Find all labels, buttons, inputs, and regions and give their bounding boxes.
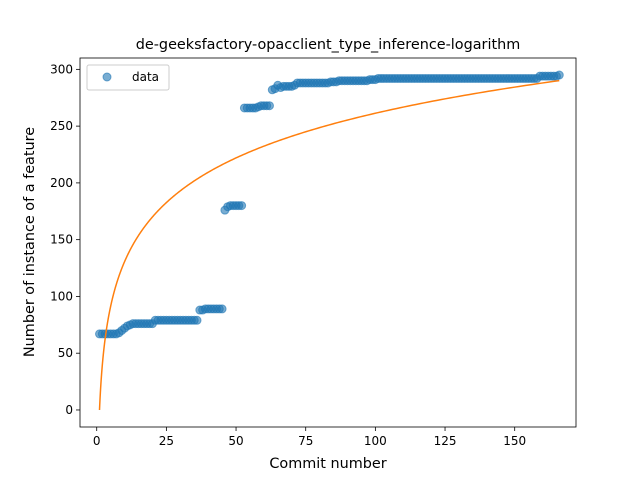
data-point: [264, 101, 274, 111]
fit-line: [98, 79, 560, 410]
plot-area: [95, 70, 564, 410]
y-tick-label: 50: [58, 346, 73, 360]
y-tick-label: 0: [65, 403, 73, 417]
x-tick-label: 125: [434, 434, 457, 448]
y-axis-label: Number of instance of a feature: [22, 127, 38, 357]
chart-title: de-geeksfactory-opacclient_type_inferenc…: [136, 37, 521, 53]
x-tick-label: 50: [228, 434, 243, 448]
x-tick-label: 100: [364, 434, 387, 448]
x-tick-label: 150: [503, 434, 526, 448]
x-tick-label: 75: [298, 434, 313, 448]
x-tick-label: 0: [93, 434, 101, 448]
y-tick-label: 100: [50, 289, 73, 303]
axes: 0 25 50 75 100 125 150 0 50 100 150 200 250 300: [50, 57, 577, 448]
legend-marker: [102, 72, 112, 82]
legend: data: [86, 64, 170, 91]
x-axis-label: Commit number: [269, 456, 386, 472]
x-tick-label: 25: [159, 434, 174, 448]
axes-frame: [79, 57, 577, 428]
data-point: [217, 304, 227, 314]
y-tick-label: 300: [50, 62, 73, 76]
y-tick-label: 200: [50, 176, 73, 190]
data-point: [237, 201, 247, 211]
y-tick-label: 150: [50, 233, 73, 247]
data-point: [554, 70, 564, 80]
data-point: [192, 315, 202, 325]
legend-label: data: [132, 70, 159, 84]
y-tick-label: 250: [50, 119, 73, 133]
legend-box: [86, 64, 170, 91]
